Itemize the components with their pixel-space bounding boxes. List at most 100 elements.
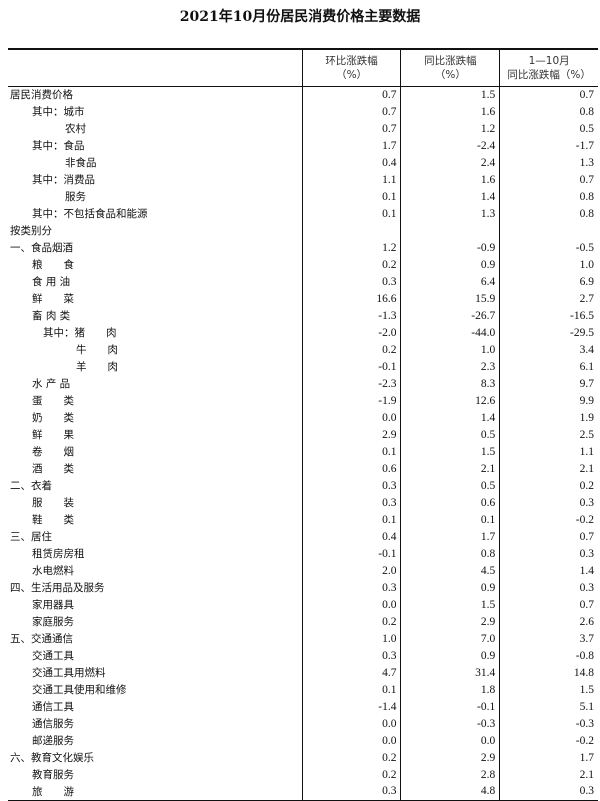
header-row: 环比涨跌幅 （%） 同比涨跌幅 （%） 1—10月 同比涨跌幅（%） xyxy=(8,49,598,87)
yoy-value: 0.5 xyxy=(400,477,500,494)
table-row: 其中：城市 0.7 1.6 0.8 xyxy=(8,103,598,120)
table-row: 其中：消费品 1.1 1.6 0.7 xyxy=(8,171,598,188)
ytd-yoy-value: -0.3 xyxy=(499,715,598,732)
ytd-yoy-value: 0.8 xyxy=(499,188,598,205)
ytd-yoy-value: 0.5 xyxy=(499,120,598,137)
yoy-value: 0.1 xyxy=(400,511,500,528)
row-label: 四、生活用品及服务 xyxy=(10,582,105,594)
row-label: 一、食品烟酒 xyxy=(10,242,73,254)
ytd-yoy-value: 9.7 xyxy=(499,375,598,392)
ytd-yoy-value: 1.3 xyxy=(499,154,598,171)
mom-value: 0.3 xyxy=(301,494,401,511)
table-row: 服务 0.1 1.4 0.8 xyxy=(8,188,598,205)
yoy-value: 31.4 xyxy=(400,664,500,681)
mom-value: 0.0 xyxy=(301,409,401,426)
table-row: 二、衣着 0.3 0.5 0.2 xyxy=(8,477,598,494)
ytd-yoy-value: 1.1 xyxy=(499,443,598,460)
ytd-yoy-value: 9.9 xyxy=(499,392,598,409)
row-label: 酒 类 xyxy=(32,463,74,475)
table-row: 居民消费价格 0.7 1.5 0.7 xyxy=(8,86,598,103)
ytd-yoy-value: 0.8 xyxy=(499,205,598,222)
row-label: 按类别分 xyxy=(10,225,52,237)
yoy-value: -44.0 xyxy=(400,324,500,341)
yoy-value: 0.9 xyxy=(400,647,500,664)
mom-value: 0.1 xyxy=(301,511,401,528)
table-row: 农村 0.7 1.2 0.5 xyxy=(8,120,598,137)
mom-value: 0.7 xyxy=(301,120,401,137)
mom-value: -1.3 xyxy=(301,307,401,324)
row-label: 食 用 油 xyxy=(32,276,71,288)
row-label: 牛 肉 xyxy=(76,344,118,356)
yoy-value: 0.0 xyxy=(400,732,500,749)
table-row: 交通工具用燃料 4.7 31.4 14.8 xyxy=(8,664,598,681)
row-label: 五、交通通信 xyxy=(10,633,73,645)
mom-value: 0.3 xyxy=(301,579,401,596)
cpi-table: 环比涨跌幅 （%） 同比涨跌幅 （%） 1—10月 同比涨跌幅（%） 居民消费价… xyxy=(8,48,598,801)
table-row: 水电燃料 2.0 4.5 1.4 xyxy=(8,562,598,579)
yoy-value: 1.0 xyxy=(400,341,500,358)
ytd-yoy-value: 1.5 xyxy=(499,681,598,698)
mom-value: -0.1 xyxy=(301,545,401,562)
table-row: 奶 类 0.0 1.4 1.9 xyxy=(8,409,598,426)
mom-value: 0.0 xyxy=(301,596,401,613)
ytd-yoy-value: 6.1 xyxy=(499,358,598,375)
row-label: 卷 烟 xyxy=(32,446,74,458)
header-mom: 环比涨跌幅 （%） xyxy=(301,49,401,87)
mom-value: -2.0 xyxy=(301,324,401,341)
ytd-yoy-value: -0.2 xyxy=(499,511,598,528)
table-row: 羊 肉 -0.1 2.3 6.1 xyxy=(8,358,598,375)
mom-value: 0.3 xyxy=(301,273,401,290)
yoy-value: 0.9 xyxy=(400,256,500,273)
mom-value: 4.7 xyxy=(301,664,401,681)
mom-value: 1.1 xyxy=(301,171,401,188)
yoy-value: 1.4 xyxy=(400,409,500,426)
row-label: 租赁房房租 xyxy=(32,548,85,560)
table-row: 食 用 油 0.3 6.4 6.9 xyxy=(8,273,598,290)
yoy-value: 15.9 xyxy=(400,290,500,307)
mom-value: 1.2 xyxy=(301,239,401,256)
table-row: 租赁房房租 -0.1 0.8 0.3 xyxy=(8,545,598,562)
mom-value: 0.3 xyxy=(301,477,401,494)
yoy-value: 2.9 xyxy=(400,749,500,766)
table-row: 邮递服务 0.0 0.0 -0.2 xyxy=(8,732,598,749)
yoy-value: 0.8 xyxy=(400,545,500,562)
mom-value: 0.3 xyxy=(301,647,401,664)
row-label: 其中：不包括食品和能源 xyxy=(32,208,148,220)
table-row: 蛋 类 -1.9 12.6 9.9 xyxy=(8,392,598,409)
ytd-yoy-value: 3.4 xyxy=(499,341,598,358)
row-label: 服务 xyxy=(65,191,86,203)
mom-value: 16.6 xyxy=(301,290,401,307)
row-label: 其中：消费品 xyxy=(32,174,95,186)
mom-value: 0.6 xyxy=(301,460,401,477)
ytd-yoy-value: 1.7 xyxy=(499,749,598,766)
table-row: 通信服务 0.0 -0.3 -0.3 xyxy=(8,715,598,732)
mom-value: 0.0 xyxy=(301,715,401,732)
ytd-yoy-value: 14.8 xyxy=(499,664,598,681)
mom-value: 1.0 xyxy=(301,630,401,647)
ytd-yoy-value: 0.3 xyxy=(499,579,598,596)
mom-value: 0.1 xyxy=(301,681,401,698)
row-label: 鞋 类 xyxy=(32,514,74,526)
header-ytd-yoy: 1—10月 同比涨跌幅（%） xyxy=(499,49,598,87)
yoy-value: -26.7 xyxy=(400,307,500,324)
row-label: 旅 游 xyxy=(32,785,74,798)
mom-value: -1.9 xyxy=(301,392,401,409)
yoy-value: 1.5 xyxy=(400,596,500,613)
yoy-value: 4.8 xyxy=(400,783,500,800)
yoy-value: 2.1 xyxy=(400,460,500,477)
ytd-yoy-value: -16.5 xyxy=(499,307,598,324)
ytd-yoy-value: 0.3 xyxy=(499,545,598,562)
table-row: 鞋 类 0.1 0.1 -0.2 xyxy=(8,511,598,528)
ytd-yoy-value: 0.7 xyxy=(499,528,598,545)
yoy-value: -0.3 xyxy=(400,715,500,732)
table-row: 其中：不包括食品和能源 0.1 1.3 0.8 xyxy=(8,205,598,222)
ytd-yoy-value: 0.2 xyxy=(499,477,598,494)
yoy-value: 2.4 xyxy=(400,154,500,171)
table-row: 鲜 果 2.9 0.5 2.5 xyxy=(8,426,598,443)
ytd-yoy-value: 0.7 xyxy=(499,171,598,188)
yoy-value: 6.4 xyxy=(400,273,500,290)
mom-value: 0.1 xyxy=(301,205,401,222)
ytd-yoy-value: 1.9 xyxy=(499,409,598,426)
row-label: 农村 xyxy=(65,123,86,135)
yoy-value: 4.5 xyxy=(400,562,500,579)
